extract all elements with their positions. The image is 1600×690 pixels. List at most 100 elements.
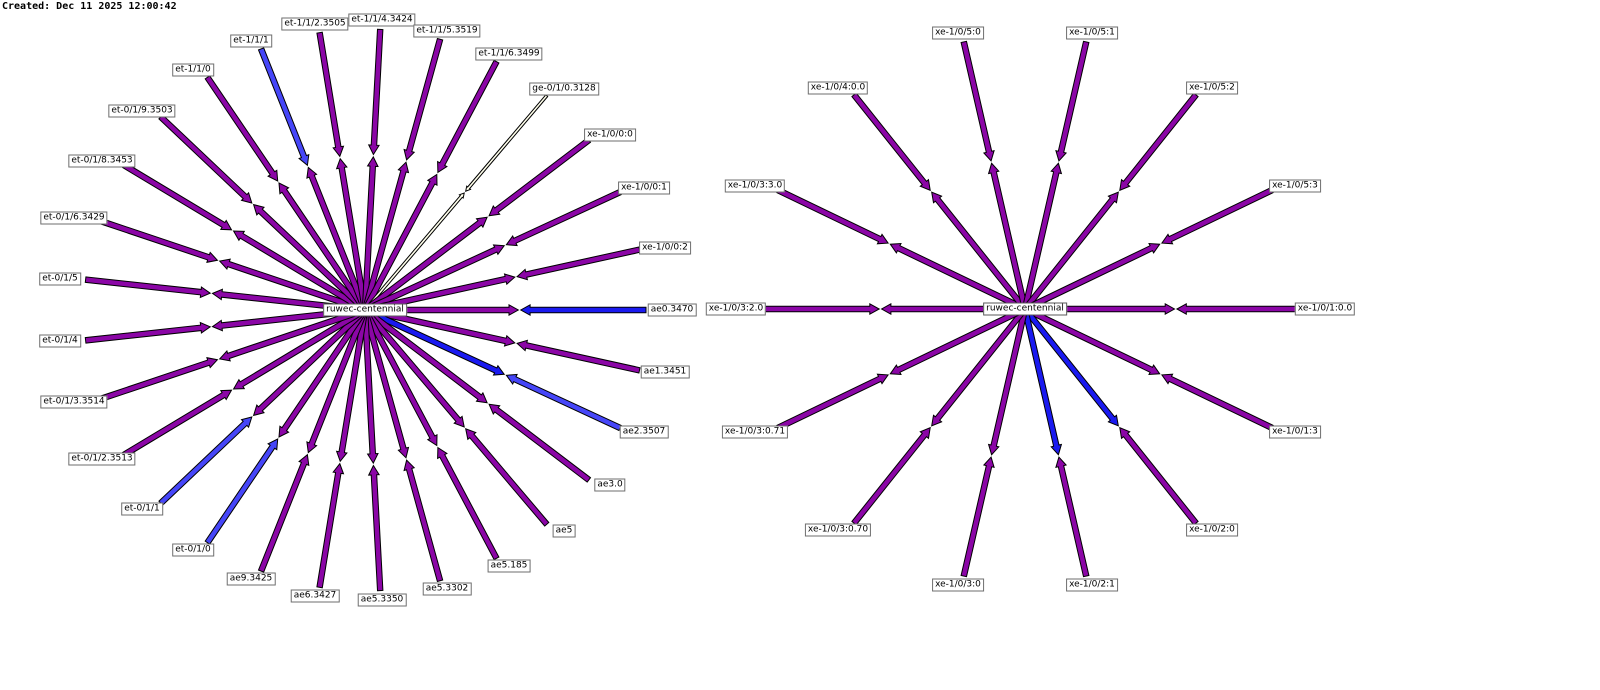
link-segment[interactable] bbox=[1055, 456, 1090, 578]
link-et-1-1-2-3505[interactable] bbox=[316, 31, 369, 311]
link-segment[interactable] bbox=[204, 75, 279, 182]
link-segment[interactable] bbox=[363, 306, 506, 376]
link-segment[interactable] bbox=[851, 92, 931, 192]
link-label[interactable]: et-1/1/4.3424 bbox=[348, 13, 416, 27]
link-label[interactable]: xe-1/0/0:0 bbox=[584, 128, 636, 142]
link-ae5-3350[interactable] bbox=[361, 309, 384, 592]
link-xe-1-0-5-2[interactable] bbox=[1022, 92, 1199, 312]
link-segment[interactable] bbox=[931, 191, 1028, 312]
link-label[interactable]: et-0/1/9.3503 bbox=[108, 104, 176, 118]
link-segment[interactable] bbox=[987, 307, 1029, 456]
link-segment[interactable] bbox=[516, 339, 641, 374]
link-ae5-3302[interactable] bbox=[361, 308, 444, 583]
link-segment[interactable] bbox=[367, 28, 384, 156]
link-label[interactable]: xe-1/0/3:0.70 bbox=[804, 523, 872, 537]
link-et-0-1-9-3503[interactable] bbox=[158, 114, 368, 313]
link-label[interactable]: xe-1/0/0:2 bbox=[639, 241, 691, 255]
link-ae5-185[interactable] bbox=[361, 308, 500, 561]
link-segment[interactable] bbox=[889, 242, 1027, 313]
link-segment[interactable] bbox=[252, 203, 368, 313]
link-segment[interactable] bbox=[1023, 305, 1161, 376]
link-ae9-3425[interactable] bbox=[257, 308, 369, 573]
link-segment[interactable] bbox=[362, 307, 465, 428]
link-label[interactable]: et-0/1/6.3429 bbox=[40, 211, 108, 225]
link-segment[interactable] bbox=[122, 162, 233, 231]
link-label[interactable]: et-0/1/4 bbox=[39, 334, 81, 348]
link-segment[interactable] bbox=[1021, 307, 1063, 456]
link-label[interactable]: et-0/1/2.3513 bbox=[68, 452, 136, 466]
link-segment[interactable] bbox=[362, 307, 488, 404]
node-label[interactable]: ruwec-centennial bbox=[323, 303, 407, 317]
link-segment[interactable] bbox=[488, 137, 592, 217]
link-label[interactable]: et-1/1/6.3499 bbox=[475, 47, 543, 61]
link-segment[interactable] bbox=[987, 162, 1029, 311]
link-segment[interactable] bbox=[335, 157, 369, 311]
link-segment[interactable] bbox=[278, 182, 368, 313]
link-label[interactable]: xe-1/0/2:1 bbox=[1066, 578, 1118, 592]
link-segment[interactable] bbox=[488, 403, 592, 483]
link-label[interactable]: et-0/1/1 bbox=[121, 502, 163, 516]
link-segment[interactable] bbox=[316, 462, 345, 589]
link-label[interactable]: ae5.185 bbox=[487, 559, 531, 573]
link-label[interactable]: et-0/1/0 bbox=[172, 543, 214, 557]
link-ae6-3427[interactable] bbox=[316, 309, 369, 589]
link-label[interactable]: ae6.3427 bbox=[290, 589, 340, 603]
link-label[interactable]: xe-1/0/2:0 bbox=[1186, 523, 1238, 537]
link-segment[interactable] bbox=[931, 306, 1028, 427]
link-segment[interactable] bbox=[97, 217, 219, 263]
link-xe-1-0-5-0[interactable] bbox=[960, 40, 1029, 311]
link-segment[interactable] bbox=[403, 459, 444, 583]
link-et-0-1-8-3453[interactable] bbox=[122, 162, 368, 314]
link-segment[interactable] bbox=[437, 59, 500, 174]
link-xe-1-0-0-2[interactable] bbox=[363, 246, 641, 314]
link-segment[interactable] bbox=[316, 31, 345, 158]
link-segment[interactable] bbox=[403, 37, 444, 161]
link-segment[interactable] bbox=[158, 114, 253, 204]
link-segment[interactable] bbox=[361, 155, 379, 311]
link-xe-1-0-3-0[interactable] bbox=[960, 307, 1029, 578]
link-et-1-1-0[interactable] bbox=[204, 75, 368, 313]
link-xe-1-0-2-1[interactable] bbox=[1021, 307, 1090, 578]
link-segment[interactable] bbox=[232, 230, 368, 314]
link-segment[interactable] bbox=[84, 276, 212, 299]
link-xe-1-0-3-3-0[interactable] bbox=[776, 187, 1027, 313]
link-segment[interactable] bbox=[367, 464, 384, 592]
link-ae5[interactable] bbox=[362, 307, 550, 527]
link-segment[interactable] bbox=[204, 438, 279, 545]
link-label[interactable]: xe-1/0/5:0 bbox=[932, 26, 984, 40]
link-segment[interactable] bbox=[278, 307, 368, 438]
link-segment[interactable] bbox=[218, 306, 367, 362]
link-segment[interactable] bbox=[363, 273, 516, 314]
link-label[interactable]: ae5 bbox=[552, 524, 576, 538]
link-label[interactable]: ae5.3302 bbox=[422, 582, 472, 596]
link-label[interactable]: xe-1/0/5:2 bbox=[1186, 81, 1238, 95]
link-label[interactable]: xe-1/0/3:3.0 bbox=[724, 179, 786, 193]
link-segment[interactable] bbox=[257, 47, 310, 167]
link-label[interactable]: ae9.3425 bbox=[226, 572, 276, 586]
link-xe-1-0-4-0-0[interactable] bbox=[851, 92, 1028, 312]
link-segment[interactable] bbox=[362, 216, 488, 313]
link-label[interactable]: et-1/1/2.3505 bbox=[281, 17, 349, 31]
link-segment[interactable] bbox=[776, 373, 890, 431]
link-segment[interactable] bbox=[1119, 426, 1199, 526]
link-xe-1-0-3-0-70[interactable] bbox=[851, 306, 1028, 526]
link-label[interactable]: xe-1/0/4:0.0 bbox=[807, 81, 869, 95]
link-label[interactable]: et-0/1/8.3453 bbox=[68, 154, 136, 168]
link-segment[interactable] bbox=[1022, 191, 1119, 312]
link-et-1-1-5-3519[interactable] bbox=[361, 37, 444, 312]
link-segment[interactable] bbox=[960, 456, 995, 578]
link-segment[interactable] bbox=[361, 173, 438, 312]
link-segment[interactable] bbox=[122, 389, 233, 458]
link-segment[interactable] bbox=[158, 416, 253, 506]
link-et-1-1-1[interactable] bbox=[257, 47, 369, 312]
link-segment[interactable] bbox=[1023, 242, 1161, 313]
link-segment[interactable] bbox=[361, 161, 410, 312]
link-segment[interactable] bbox=[1119, 92, 1199, 192]
link-segment[interactable] bbox=[306, 166, 369, 312]
link-et-0-1-3-3514[interactable] bbox=[97, 306, 367, 403]
link-segment[interactable] bbox=[232, 306, 368, 390]
link-ae3-0[interactable] bbox=[362, 307, 592, 483]
link-segment[interactable] bbox=[84, 321, 212, 344]
link-label[interactable]: ge-0/1/0.3128 bbox=[529, 82, 599, 96]
link-xe-1-0-0-1[interactable] bbox=[363, 188, 622, 314]
